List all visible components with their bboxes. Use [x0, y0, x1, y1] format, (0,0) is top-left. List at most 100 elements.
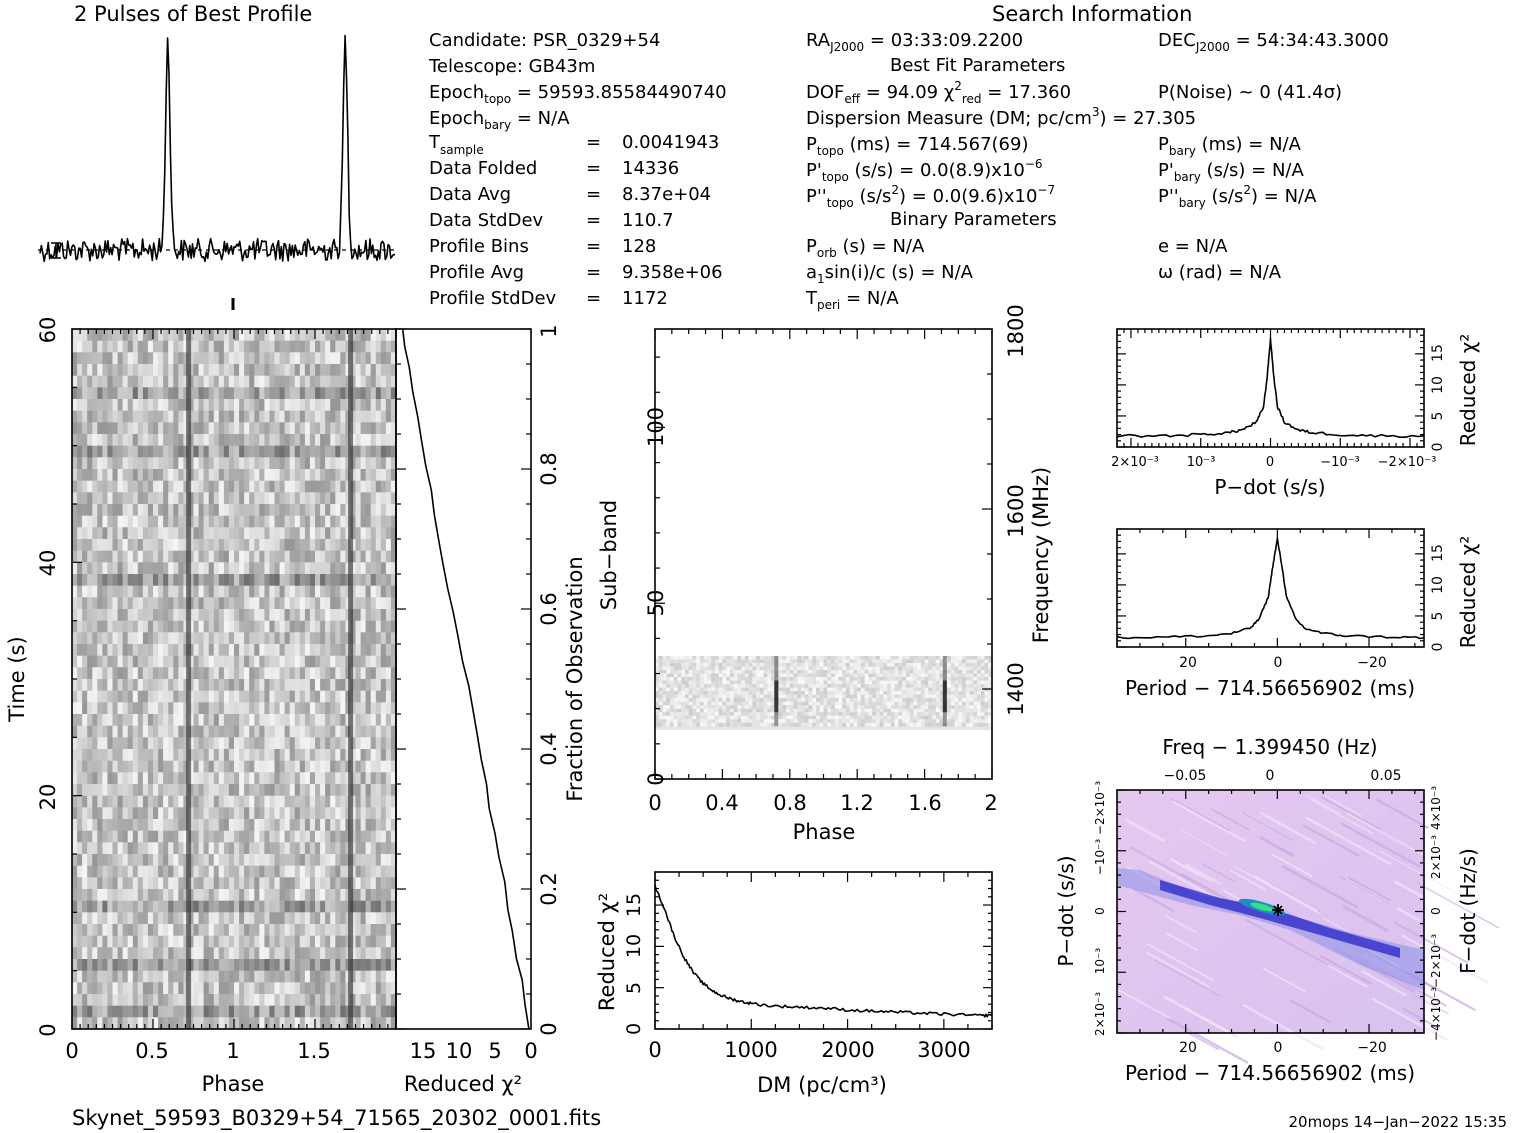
time-phase-cell: [92, 900, 98, 913]
subband-cell: [714, 656, 720, 660]
time-phase-cell: [87, 749, 93, 762]
time-phase-cell: [350, 830, 357, 843]
time-phase-cell: [77, 959, 83, 972]
time-phase-cell: [208, 644, 215, 657]
time-phase-cell: [158, 399, 164, 412]
time-phase-cell: [330, 585, 336, 598]
subband-cell: [962, 684, 967, 688]
subband-cell: [670, 659, 675, 664]
time-phase-cell: [320, 620, 326, 633]
time-phase-cell: [228, 935, 235, 948]
time-phase-cell: [264, 632, 271, 645]
time-phase-cell: [77, 749, 83, 762]
time-phase-cell: [72, 574, 78, 587]
time-phase-cell: [340, 609, 346, 622]
time-phase-cell: [218, 795, 225, 808]
time-phase-cell: [228, 1017, 235, 1030]
time-phase-cell: [244, 597, 250, 610]
time-phase-cell: [87, 854, 93, 867]
time-phase-cell: [249, 819, 255, 832]
time-phase-cell: [102, 959, 109, 972]
time-phase-cell: [218, 947, 225, 960]
time-phase-cell: [163, 387, 169, 400]
subband-cell: [935, 666, 940, 671]
time-phase-cell: [72, 504, 78, 517]
time-phase-cell: [234, 737, 240, 750]
time-phase-cell: [254, 877, 260, 890]
time-phase-cell: [350, 609, 357, 622]
time-phase-cell: [350, 889, 357, 902]
subband-cell: [980, 659, 985, 664]
time-phase-cell: [168, 387, 174, 400]
time-phase-cell: [350, 480, 357, 493]
time-phase-cell: [294, 679, 301, 692]
time-phase-cell: [82, 585, 88, 598]
time-phase-cell: [203, 1005, 210, 1018]
time-phase-cell: [299, 457, 306, 470]
time-phase-cell: [335, 667, 341, 680]
time-phase-cell: [284, 889, 291, 902]
time-phase-cell: [335, 749, 341, 762]
time-phase-cell: [239, 539, 245, 552]
phase-tick: 0.5: [135, 1039, 168, 1063]
time-phase-cell: [269, 760, 276, 773]
time-phase-cell: [87, 527, 93, 540]
time-phase-cell: [284, 375, 291, 388]
time-phase-cell: [163, 970, 169, 983]
subband-cell: [823, 659, 828, 664]
time-phase-cell: [385, 784, 392, 797]
subband-cell: [801, 673, 806, 678]
time-phase-cell: [380, 877, 387, 890]
time-phase-cell: [203, 819, 210, 832]
time-phase-cell: [350, 924, 357, 937]
subband-cell: [819, 673, 824, 678]
time-phase-cell: [365, 760, 372, 773]
time-phase-cell: [269, 900, 276, 913]
time-phase-cell: [223, 352, 230, 365]
time-phase-cell: [203, 935, 210, 948]
subband-cell: [883, 659, 888, 664]
time-phase-cell: [390, 830, 397, 843]
time-phase-cell: [218, 725, 225, 738]
subband-cell: [894, 663, 899, 667]
data-folded-label: Data Folded: [429, 158, 537, 179]
time-phase-cell: [289, 865, 296, 878]
subband-cell: [973, 687, 978, 692]
time-phase-cell: [269, 737, 276, 750]
subband-cell: [733, 687, 738, 692]
time-phase-cell: [360, 539, 367, 552]
subband-cell: [703, 687, 708, 692]
time-phase-cell: [163, 760, 169, 773]
time-phase-cell: [390, 329, 397, 342]
time-phase-cell: [234, 702, 240, 715]
time-phase-cell: [315, 877, 321, 890]
time-phase-cell: [315, 947, 321, 960]
time-phase-cell: [375, 457, 382, 470]
time-phase-cell: [173, 807, 179, 820]
time-phase-cell: [218, 1017, 225, 1030]
time-phase-cell: [304, 620, 311, 633]
time-phase-cell: [142, 807, 149, 820]
time-phase-cell: [350, 399, 357, 412]
time-phase-cell: [309, 515, 316, 528]
subband-cell: [932, 680, 937, 685]
time-phase-cell: [234, 795, 240, 808]
subband-cell: [838, 663, 843, 667]
time-phase-cell: [315, 410, 321, 423]
time-phase-cell: [158, 655, 164, 668]
time-phase-cell: [132, 784, 139, 797]
time-phase-cell: [147, 924, 154, 937]
time-phase-cell: [390, 889, 397, 902]
subband-cell: [677, 680, 682, 685]
time-phase-cell: [254, 830, 260, 843]
time-phase-cell: [188, 527, 195, 540]
time-phase-cell: [234, 434, 240, 447]
time-phase-cell: [325, 562, 331, 575]
time-phase-cell: [178, 959, 184, 972]
subband-cell: [917, 673, 922, 678]
time-phase-cell: [355, 585, 362, 598]
time-phase-cell: [117, 422, 124, 435]
subband-cell: [969, 677, 974, 681]
time-phase-cell: [274, 1005, 281, 1018]
subband-cell: [860, 687, 866, 692]
